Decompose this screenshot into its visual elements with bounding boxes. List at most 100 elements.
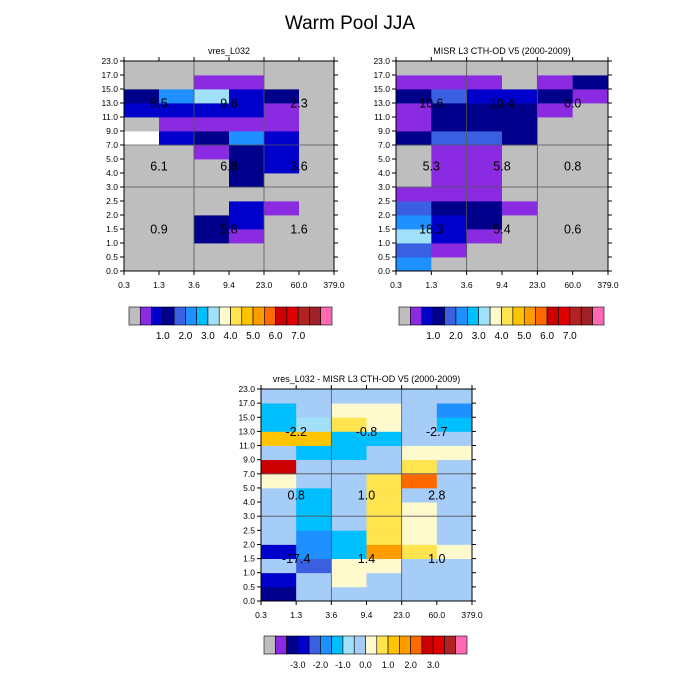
cell-annotation: 1.0 (358, 489, 375, 503)
heatmap-cell (331, 544, 367, 559)
heatmap-cell (366, 431, 403, 446)
heatmap-cell (537, 215, 574, 230)
colorbar-label: -3.0 (290, 660, 306, 670)
colorbar-swatch (523, 306, 536, 326)
heatmap-cell (299, 173, 335, 188)
x-tick-label: 379.0 (461, 610, 483, 620)
colorbar-swatch (580, 306, 593, 326)
heatmap-cell (331, 459, 367, 475)
heatmap-cell (159, 201, 195, 216)
heatmap-cell (401, 445, 438, 461)
colorbar-swatch (512, 306, 525, 326)
heatmap-cell (396, 173, 432, 188)
x-tick-label: 0.3 (255, 610, 267, 620)
y-tick-label: 4.0 (378, 168, 390, 178)
heatmap-cell (502, 243, 538, 258)
panel-title: vres_L032 - MISR L3 CTH-OD V5 (2000-2009… (273, 374, 461, 384)
colorbar-swatch (432, 635, 445, 655)
x-tick-label: 9.4 (223, 280, 235, 290)
heatmap-cell (264, 61, 300, 76)
heatmap-cell (261, 417, 297, 432)
heatmap-cell (502, 215, 538, 230)
x-tick-label: 379.0 (323, 280, 345, 290)
heatmap-cell (299, 75, 335, 90)
colorbar-swatch (432, 306, 445, 326)
colorbar-swatch (353, 635, 366, 655)
heatmap-cell (124, 61, 160, 76)
heatmap-cell (159, 229, 195, 244)
heatmap-cell (299, 257, 335, 272)
heatmap-cell (194, 243, 230, 258)
heatmap-cell (436, 445, 473, 461)
y-tick-label: 2.5 (106, 196, 118, 206)
heatmap-cell (296, 417, 332, 432)
heatmap-cell (572, 187, 609, 202)
heatmap-cell (366, 516, 403, 531)
heatmap-cell (396, 61, 432, 76)
heatmap-cell (296, 502, 332, 517)
heatmap-cell (299, 159, 335, 174)
heatmap-cell (431, 229, 468, 244)
main-title: Warm Pool JJA (285, 13, 416, 34)
y-tick-label: 9.0 (106, 126, 118, 136)
heatmap-cell (396, 145, 432, 160)
y-tick-label: 3.0 (243, 511, 255, 521)
colorbar-swatch (252, 306, 265, 326)
heatmap-cell (396, 201, 432, 216)
heatmap-cell (229, 229, 265, 244)
y-tick-label: 15.0 (238, 412, 255, 422)
colorbar-label: 1.0 (426, 331, 440, 342)
heatmap-cell (537, 117, 574, 132)
y-tick-label: 23.0 (373, 56, 390, 66)
heatmap-cell (366, 389, 403, 404)
y-tick-label: 13.0 (101, 98, 118, 108)
cell-annotation: 9.6 (220, 97, 237, 111)
x-tick-label: 379.0 (597, 280, 619, 290)
cell-annotation: 10.6 (419, 97, 443, 111)
heatmap-cell (124, 159, 160, 174)
heatmap-cell (264, 159, 300, 174)
heatmap-cell (261, 389, 297, 404)
heatmap-cell (502, 173, 538, 188)
colorbar-swatch (308, 635, 321, 655)
colorbar-swatch (151, 306, 164, 326)
heatmap-cells (396, 61, 609, 272)
colorbar-swatch (196, 306, 209, 326)
colorbar-swatch (331, 635, 344, 655)
x-tick-label: 3.6 (325, 610, 337, 620)
y-tick-label: 23.0 (101, 56, 118, 66)
cell-annotation: 1.4 (358, 552, 375, 566)
heatmap-cell (159, 173, 195, 188)
colorbar-swatch (320, 306, 333, 326)
heatmap-cell (194, 89, 230, 104)
colorbar-label: 2.0 (449, 331, 463, 342)
heatmap-cell (366, 445, 403, 461)
heatmap-cell (366, 403, 403, 418)
heatmap-cell (299, 243, 335, 258)
heatmap-cell (229, 215, 265, 230)
diff-panel: vres_L032 - MISR L3 CTH-OD V5 (2000-2009… (238, 374, 482, 670)
heatmap-cell (396, 103, 432, 118)
heatmap-cell (396, 75, 432, 90)
y-tick-label: 1.0 (106, 238, 118, 248)
heatmap-cell (331, 403, 367, 418)
colorbar-label: 1.0 (156, 331, 170, 342)
heatmap-cell (124, 89, 160, 104)
heatmap-cell (572, 117, 609, 132)
heatmap-cell (572, 229, 609, 244)
colorbar-swatch (139, 306, 152, 326)
y-tick-label: 23.0 (238, 384, 255, 394)
heatmap-cell (124, 257, 160, 272)
colorbar-label: 6.0 (269, 331, 283, 342)
heatmap-cell (502, 187, 538, 202)
heatmap-cell (466, 215, 503, 230)
heatmap-cell (572, 61, 609, 76)
heatmap-cell (466, 173, 503, 188)
x-tick-label: 0.3 (118, 280, 130, 290)
heatmap-cell (466, 103, 503, 118)
heatmap-cell (431, 159, 468, 174)
heatmap-cell (572, 173, 609, 188)
heatmap-cell (194, 215, 230, 230)
heatmap-cell (296, 403, 332, 418)
